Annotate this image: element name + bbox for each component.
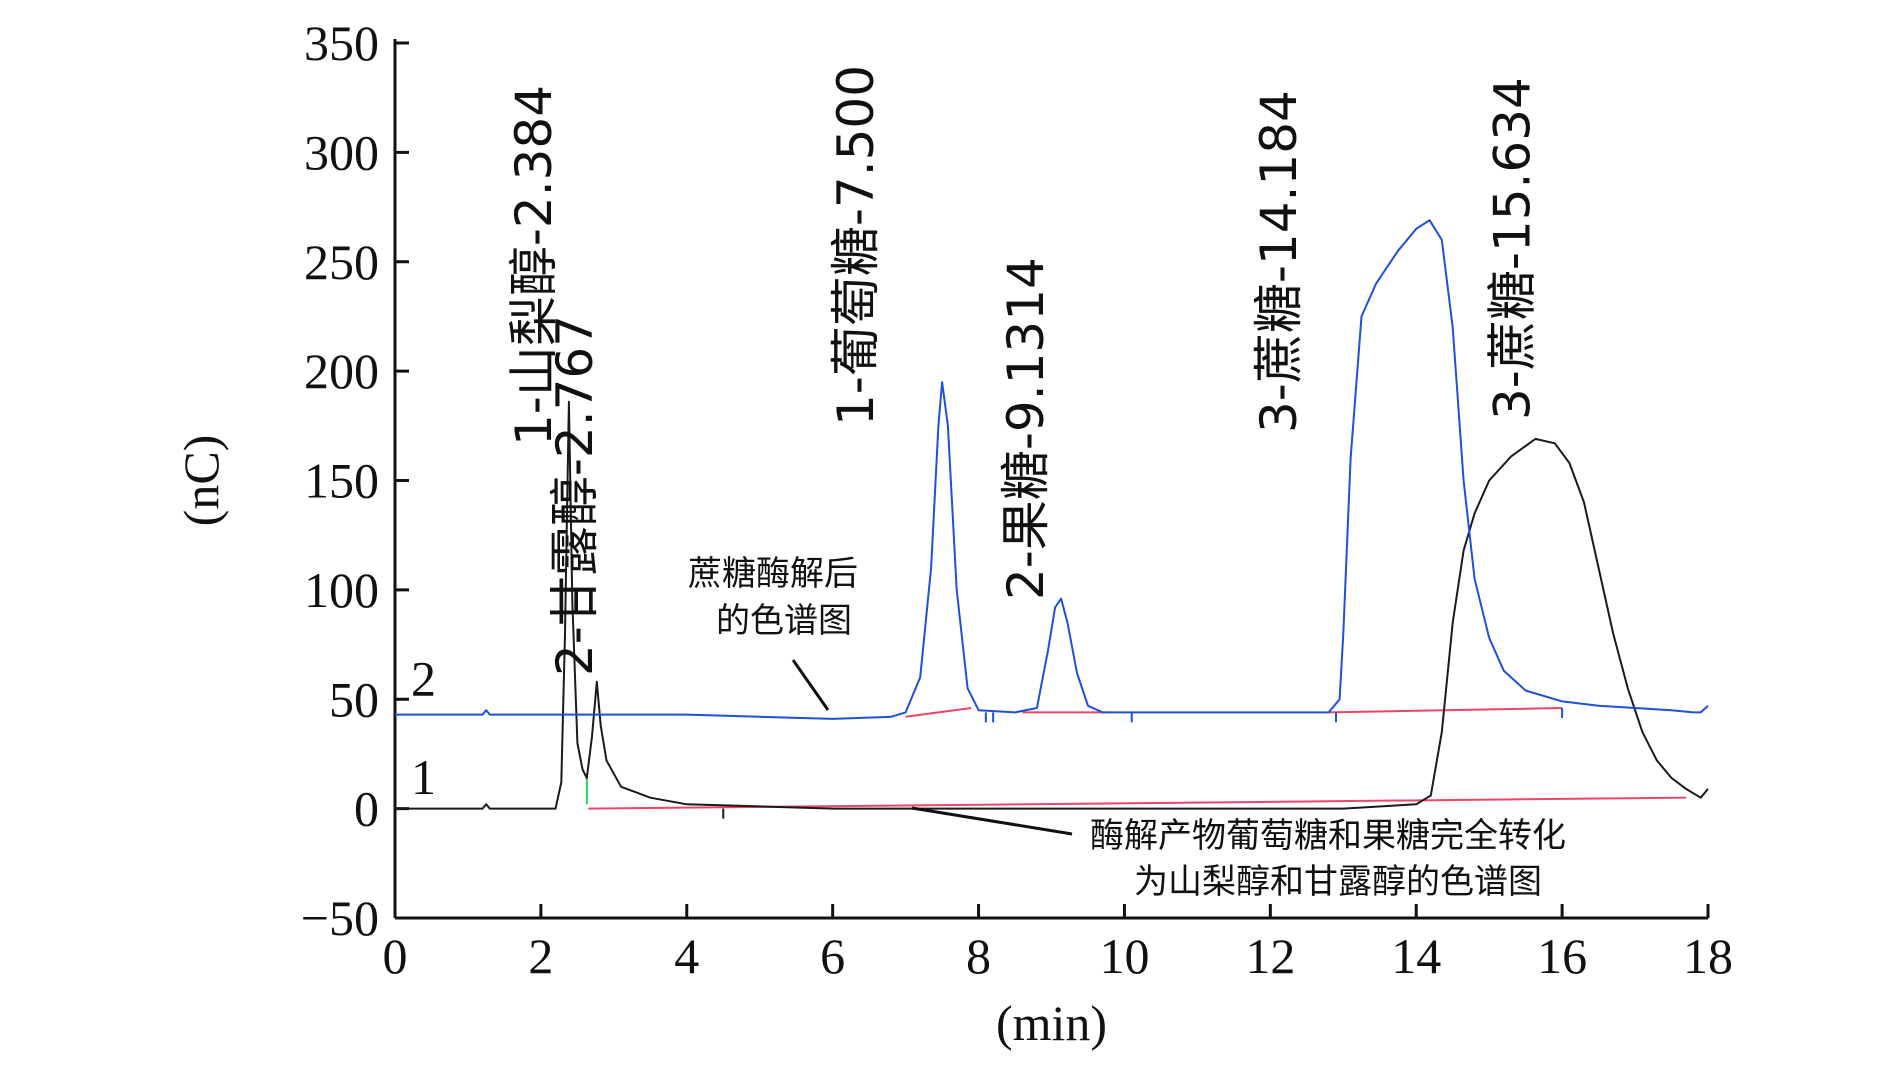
series-curve1 bbox=[395, 400, 1709, 810]
baseline-segment bbox=[1328, 707, 1563, 714]
y-tick-label: 0 bbox=[354, 781, 379, 837]
annotation-leader bbox=[791, 659, 830, 711]
x-tick-label: 14 bbox=[1391, 928, 1441, 984]
baseline-segment bbox=[905, 707, 972, 718]
annotation-leader bbox=[911, 806, 1073, 836]
x-axis-title: (min) bbox=[996, 995, 1107, 1051]
x-tick-label: 2 bbox=[528, 928, 553, 984]
peak-label: 2-甘露醇-2.767 bbox=[546, 315, 604, 676]
chromatogram-curves: 12 bbox=[395, 219, 1709, 819]
peak-label: 2-果糖-9.1314 bbox=[997, 257, 1055, 600]
y-tick-label: 50 bbox=[329, 671, 379, 727]
peak-label: 1-葡萄糖-7.500 bbox=[827, 65, 885, 426]
annotation-text: 蔗糖酶解后 bbox=[688, 554, 858, 594]
y-tick-label: 250 bbox=[304, 234, 379, 290]
y-tick-label: −50 bbox=[301, 890, 379, 946]
y-tick-label: 300 bbox=[304, 124, 379, 180]
peak-label: 1-山梨醇-2.384 bbox=[505, 85, 563, 446]
x-tick-label: 10 bbox=[1099, 928, 1149, 984]
series-curve2 bbox=[395, 219, 1709, 720]
y-tick-label: 200 bbox=[304, 343, 379, 399]
annotation-text: 为山梨醇和甘露醇的色谱图 bbox=[1134, 862, 1542, 902]
annotation-text: 酶解产物葡萄糖和果糖完全转化 bbox=[1090, 816, 1566, 856]
curve-number-label: 1 bbox=[411, 749, 436, 805]
x-tick-label: 12 bbox=[1245, 928, 1295, 984]
curve-number-label: 2 bbox=[411, 651, 436, 707]
annotation-text: 的色谱图 bbox=[716, 601, 852, 641]
peak-label: 3-蔗糖-14.184 bbox=[1250, 90, 1308, 433]
x-tick-label: 6 bbox=[820, 928, 845, 984]
y-tick-label: 350 bbox=[304, 15, 379, 71]
x-tick-label: 18 bbox=[1683, 928, 1733, 984]
x-tick-label: 16 bbox=[1537, 928, 1587, 984]
y-axis-title: (nC) bbox=[173, 435, 229, 527]
x-tick-label: 8 bbox=[966, 928, 991, 984]
x-tick-label: 0 bbox=[383, 928, 408, 984]
integration-baselines bbox=[585, 707, 1687, 810]
y-tick-label: 100 bbox=[304, 562, 379, 618]
y-tick-label: 150 bbox=[304, 453, 379, 509]
peak-label: 3-蔗糖-15.634 bbox=[1484, 77, 1542, 420]
x-tick-label: 4 bbox=[674, 928, 699, 984]
